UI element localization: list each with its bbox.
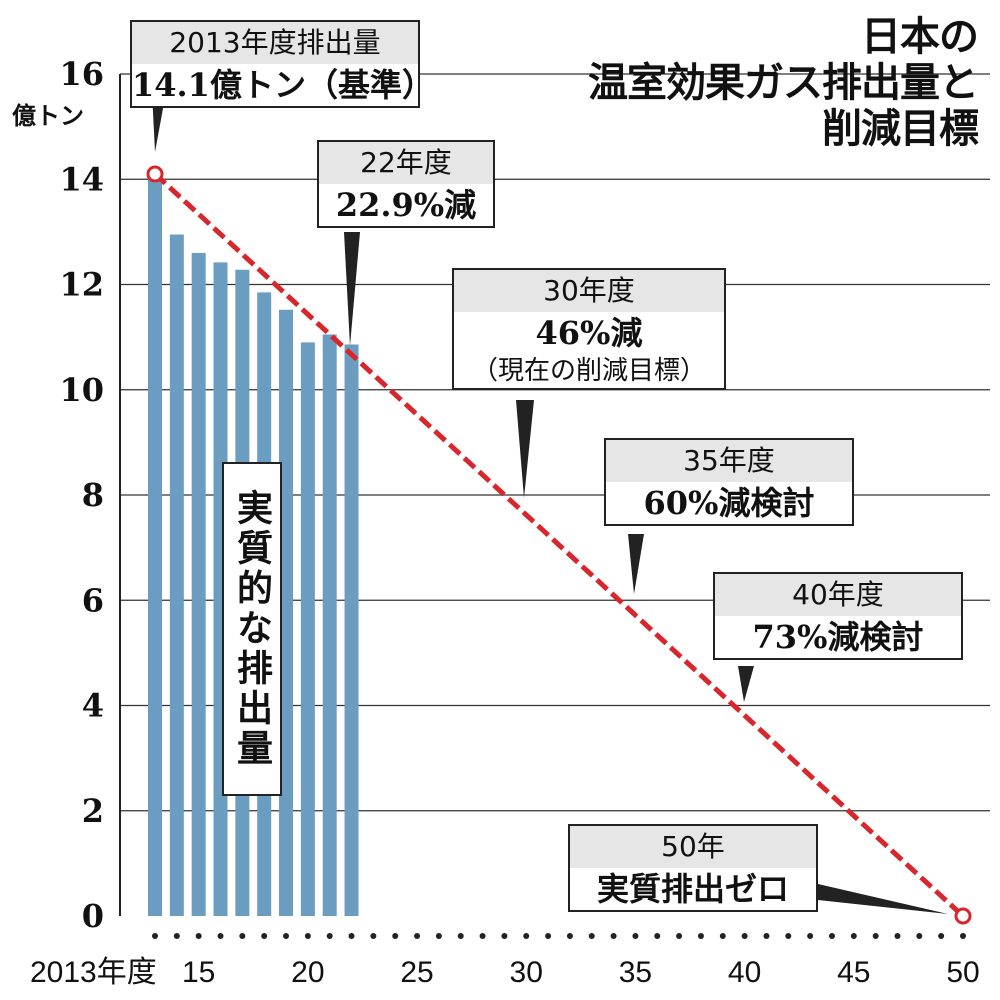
callout-body: 46%減: [535, 314, 643, 352]
callout-pointer: [738, 666, 754, 702]
callout-pointer: [516, 400, 534, 498]
x-axis-dot: [741, 933, 748, 939]
x-tick-label: 50: [946, 956, 979, 989]
target-end-point: [954, 907, 972, 925]
callout-pointer: [818, 884, 948, 914]
x-axis-dot: [217, 933, 224, 939]
x-axis-dot: [152, 933, 158, 939]
x-axis-dot: [676, 933, 683, 939]
callout-body: 14.1億トン（基準）: [132, 66, 434, 104]
x-tick-label: 45: [837, 956, 870, 989]
y-axis-unit: 億トン: [12, 102, 84, 130]
bar: [322, 334, 337, 916]
x-axis-dot: [326, 933, 333, 939]
x-axis-dot: [719, 933, 726, 939]
callout-body: 60%減検討: [643, 484, 815, 522]
callout-header: 50年: [570, 826, 816, 868]
callout-header: 30年度: [454, 270, 724, 312]
x-axis-dot: [960, 933, 966, 939]
y-tick-label: 0: [82, 897, 104, 935]
x-axis-dot: [588, 933, 595, 939]
x-axis-dot: [566, 933, 573, 939]
callout-header: 2013年度排出量: [132, 22, 418, 64]
x-axis-dot: [435, 933, 442, 939]
callout-body: 22.9%減: [335, 186, 477, 224]
x-axis-dot: [370, 933, 377, 939]
x-tick-label: 15: [182, 956, 215, 989]
x-axis-dot: [938, 933, 945, 939]
y-tick-label: 12: [59, 266, 104, 304]
target-start-point: [146, 165, 164, 183]
callout-2030: 30年度 46%減 （現在の削減目標）: [452, 268, 726, 390]
callout-header: 22年度: [319, 142, 493, 184]
bar: [191, 252, 206, 917]
x-axis-dot: [828, 933, 835, 939]
x-tick-label: 2013年度: [30, 956, 157, 989]
bar: [169, 234, 184, 917]
y-tick-label: 14: [59, 160, 104, 198]
x-axis-dot: [807, 933, 814, 939]
x-axis-dot: [261, 933, 268, 939]
x-axis-dot: [545, 933, 552, 939]
x-axis-dot: [479, 933, 486, 939]
target-line: [153, 172, 965, 918]
callout-body: 実質排出ゼロ: [596, 870, 789, 908]
x-tick-label: 35: [619, 956, 652, 989]
callout-pointer: [628, 534, 644, 594]
y-tick-label: 16: [59, 55, 104, 93]
x-axis-dot: [457, 933, 464, 939]
x-axis-dot: [632, 933, 639, 939]
x-axis-dot: [195, 933, 202, 939]
bar: [344, 344, 359, 916]
x-axis-dot: [697, 933, 704, 939]
callout-2050: 50年 実質排出ゼロ: [568, 824, 818, 912]
x-axis-dot: [304, 933, 311, 939]
x-axis-dot: [654, 933, 661, 939]
x-axis-dot: [283, 933, 290, 939]
title-line-3: 削減目標: [822, 106, 979, 152]
x-axis-dot: [414, 933, 421, 939]
x-axis-dot: [523, 933, 530, 939]
title-line-2: 温室効果ガス排出量と: [588, 60, 979, 106]
y-tick-label: 6: [82, 581, 104, 619]
callout-2040: 40年度 73%減検討: [713, 572, 963, 660]
x-axis-dot: [785, 933, 792, 939]
x-axis-dot: [348, 933, 355, 939]
y-tick-label: 8: [82, 476, 104, 514]
callout-pointer: [344, 232, 360, 346]
x-axis-dot: [850, 933, 857, 939]
bar: [300, 342, 315, 916]
callout-note: （現在の削減目標）: [471, 356, 706, 386]
x-axis-dot: [239, 933, 246, 939]
x-axis-dot: [501, 933, 508, 939]
x-tick-label: 40: [728, 956, 761, 989]
x-axis-dot: [173, 933, 180, 939]
x-axis-dot: [916, 933, 923, 939]
callout-2013-baseline: 2013年度排出量 14.1億トン（基準）: [130, 20, 434, 108]
x-tick-label: 25: [400, 956, 433, 989]
series-label-actual-emissions: 実質的な排出量: [222, 462, 282, 796]
x-axis-dot: [872, 933, 879, 939]
callout-header: 35年度: [606, 440, 852, 482]
x-axis-dot: [610, 933, 617, 939]
y-tick-label: 4: [82, 687, 104, 725]
callout-body: 73%減検討: [752, 618, 924, 656]
x-axis-dot: [392, 933, 399, 939]
bar: [279, 309, 294, 916]
callout-2022: 22年度 22.9%減: [317, 140, 495, 228]
x-tick-label: 20: [291, 956, 324, 989]
chart-title: 日本の 温室効果ガス排出量と 削減目標: [588, 14, 979, 152]
callout-2035: 35年度 60%減検討: [604, 438, 854, 526]
callout-header: 40年度: [715, 574, 961, 616]
x-tick-label: 30: [510, 956, 543, 989]
x-axis-dot: [894, 933, 901, 939]
title-line-1: 日本の: [861, 14, 979, 60]
y-tick-label: 2: [82, 792, 104, 830]
bar: [148, 173, 162, 917]
y-tick-label: 10: [59, 371, 104, 409]
x-axis-dot: [763, 933, 770, 939]
